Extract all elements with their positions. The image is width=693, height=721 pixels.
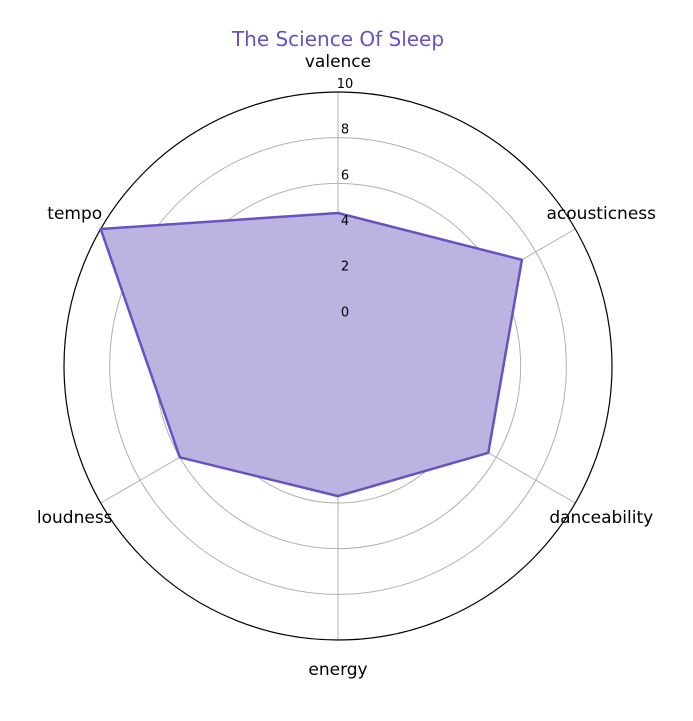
tick-label: 6 bbox=[341, 168, 349, 183]
axis-label-danceability: danceability bbox=[549, 508, 653, 528]
tick-label: 2 bbox=[341, 260, 349, 275]
series bbox=[99, 211, 524, 498]
outer-frame bbox=[63, 91, 613, 641]
axis-label-loudness: loudness bbox=[37, 508, 113, 528]
tick-label: 0 bbox=[341, 305, 349, 320]
tick-label: 4 bbox=[341, 214, 349, 229]
axis-label-energy: energy bbox=[308, 660, 367, 680]
series-area bbox=[99, 211, 524, 498]
axis-label-valence: valence bbox=[305, 52, 371, 72]
radial-ticks: 0 2 4 6 8 10 bbox=[337, 77, 354, 320]
axis-label-acousticness: acousticness bbox=[547, 204, 657, 224]
axis-label-tempo: tempo bbox=[47, 204, 102, 224]
tick-label: 10 bbox=[337, 77, 354, 92]
axis-labels: valence acousticness danceability energy lou… bbox=[37, 52, 656, 680]
tick-label: 8 bbox=[341, 123, 349, 138]
chart-title: The Science Of Sleep bbox=[231, 27, 444, 51]
